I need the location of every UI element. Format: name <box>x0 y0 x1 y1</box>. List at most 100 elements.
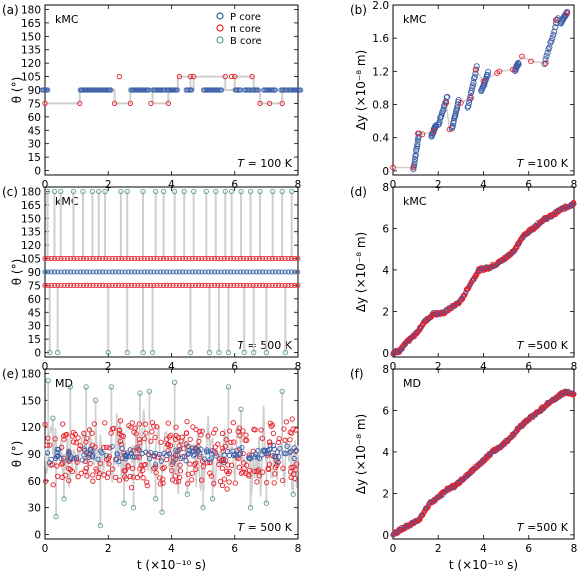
pi-core-point <box>254 468 260 474</box>
pi-core-point <box>279 100 285 107</box>
pi-core-point <box>137 466 143 472</box>
pi-core-band <box>52 282 58 288</box>
p-core-point <box>528 228 534 234</box>
temperature-note: T =100 K <box>517 157 569 170</box>
p-core-point <box>439 492 445 499</box>
pi-core-band <box>285 282 291 288</box>
p-core-point <box>484 71 491 78</box>
b-core-point <box>124 349 130 356</box>
p-core-point <box>183 458 189 464</box>
p-core-point <box>468 87 475 95</box>
pi-core-point <box>275 439 282 445</box>
p-core-point <box>394 529 400 535</box>
pi-core-point <box>157 475 163 481</box>
p-core-band <box>196 269 202 275</box>
pi-core-band <box>109 282 115 288</box>
pi-core-point <box>187 461 193 467</box>
pi-core-point <box>230 420 237 426</box>
pi-core-band <box>42 282 48 288</box>
pi-core-point <box>137 472 144 478</box>
x-tick-label: 8 <box>295 361 302 373</box>
pi-core-point <box>216 461 222 468</box>
p-core-band <box>157 269 163 275</box>
pi-core-band <box>260 282 266 288</box>
y-tick-label: 8 <box>382 364 389 376</box>
pi-core-point <box>50 482 56 488</box>
b-core-point <box>289 188 295 195</box>
pi-core-point <box>172 436 179 442</box>
pi-core-band <box>125 256 131 262</box>
pi-core-band <box>263 256 269 262</box>
pi-core-point <box>61 433 67 439</box>
y-tick-label: 6 <box>382 223 389 235</box>
p-core-point <box>410 166 417 173</box>
pi-core-band <box>237 282 243 288</box>
p-core-point <box>122 456 128 462</box>
pi-core-band <box>202 256 208 262</box>
pi-core-point <box>83 465 89 471</box>
pi-core-point <box>290 464 296 470</box>
pi-core-band <box>148 282 154 288</box>
b-core-point <box>153 188 159 195</box>
pi-core-band <box>176 256 182 262</box>
pi-core-point <box>157 481 163 487</box>
pi-core-band <box>196 282 202 288</box>
y-tick-label: 0.4 <box>372 133 389 145</box>
p-core-band <box>90 269 96 275</box>
temperature-note: T = 500 K <box>237 339 292 352</box>
p-core-point <box>537 409 543 415</box>
p-core-band <box>276 269 282 275</box>
pi-core-point <box>42 100 48 107</box>
pi-core-point <box>173 479 179 485</box>
p-core-band <box>218 269 224 275</box>
p-core-point <box>265 447 271 454</box>
p-core-band <box>224 269 230 275</box>
p-core-band <box>106 269 112 275</box>
pi-core-point <box>90 472 96 478</box>
p-core-point <box>499 258 506 264</box>
pi-core-band <box>96 282 102 288</box>
pi-core-point <box>189 477 195 483</box>
p-core-point <box>191 453 197 459</box>
pi-core-band <box>122 256 128 262</box>
p-core-point <box>449 122 456 129</box>
y-tick-label: 90 <box>28 267 41 279</box>
p-core-point <box>452 110 459 117</box>
pi-core-band <box>234 282 240 288</box>
pi-core-point <box>104 444 110 451</box>
pi-core-band <box>93 256 99 262</box>
pi-core-point <box>127 100 134 107</box>
pi-core-band <box>58 282 64 288</box>
panel-tag: kMC <box>55 195 79 208</box>
p-core-point <box>239 444 245 451</box>
pi-core-point <box>215 441 221 447</box>
pi-core-point <box>196 428 203 435</box>
pi-core-point <box>196 453 203 460</box>
pi-core-band <box>183 282 189 288</box>
p-core-point <box>203 449 210 455</box>
pi-core-point <box>141 436 148 442</box>
pi-core-band <box>173 256 179 262</box>
pi-core-band <box>288 282 294 288</box>
p-core-point <box>414 329 420 335</box>
p-core-point <box>172 452 178 458</box>
p-core-point <box>491 263 497 269</box>
pi-core-point <box>207 470 213 476</box>
p-core-point <box>173 447 179 453</box>
pi-core-point <box>564 10 571 17</box>
b-core-point <box>118 188 124 195</box>
pi-core-point <box>133 431 139 437</box>
pi-core-band <box>269 256 275 262</box>
pi-core-band <box>42 256 48 262</box>
p-core-point <box>414 137 421 144</box>
pi-core-band <box>218 256 224 262</box>
pi-core-point <box>211 480 217 487</box>
b-core-point <box>200 505 206 511</box>
p-core-point <box>541 406 547 412</box>
y-tick-label: 180 <box>21 368 41 380</box>
pi-core-point <box>230 439 237 445</box>
pi-core-point <box>272 464 278 471</box>
b-core-point <box>279 388 285 395</box>
